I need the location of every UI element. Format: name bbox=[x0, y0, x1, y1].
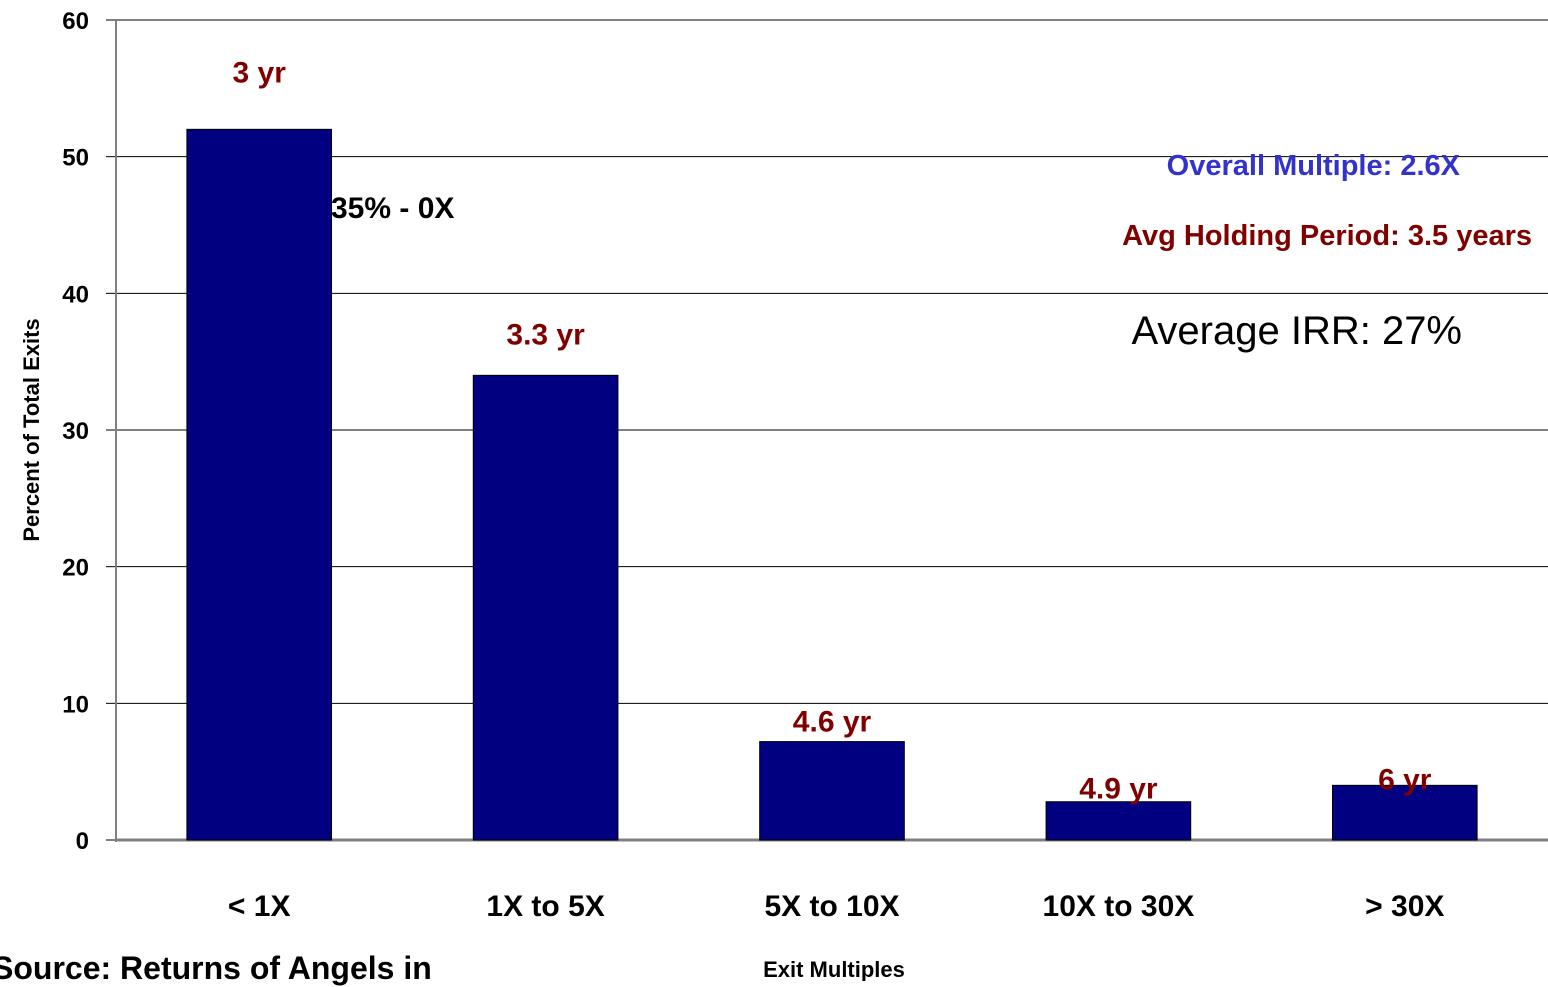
x-tick-labels: < 1X 1X to 5X 5X to 10X 10X to 30X > 30X bbox=[228, 890, 1444, 923]
bar-4 bbox=[1331, 784, 1478, 841]
y-tick-label-0: 0 bbox=[76, 828, 89, 855]
bar-label-2: 4.6 yr bbox=[793, 706, 872, 739]
average-irr-annotation: Average IRR: 27% bbox=[1131, 309, 1462, 353]
y-axis-label: Percent of Total Exits bbox=[19, 318, 44, 541]
y-tick-label-10: 10 bbox=[62, 691, 89, 718]
bars bbox=[186, 128, 1478, 841]
y-tick-label-30: 30 bbox=[62, 418, 89, 445]
bar-label-0: 3 yr bbox=[233, 56, 287, 89]
holding-period-annotation: Avg Holding Period: 3.5 years bbox=[1122, 220, 1532, 252]
bar-label-3: 4.9 yr bbox=[1079, 773, 1158, 806]
x-tick-label-3: 10X to 30X bbox=[1043, 890, 1195, 923]
overall-multiple-annotation: Overall Multiple: 2.6X bbox=[1167, 150, 1461, 182]
first-bar-note: 35% - 0X bbox=[331, 192, 454, 225]
x-axis-label: Exit Multiples bbox=[763, 957, 905, 981]
bar-3 bbox=[1045, 801, 1192, 841]
y-tick-label-60: 60 bbox=[62, 8, 89, 35]
y-tick-label-20: 20 bbox=[62, 555, 89, 582]
source-note: Source: Returns of Angels in bbox=[0, 950, 432, 986]
x-tick-label-0: < 1X bbox=[228, 890, 291, 923]
x-tick-label-1: 1X to 5X bbox=[486, 890, 604, 923]
bar-labels: 3 yr 3.3 yr 4.6 yr 4.9 yr 6 yr bbox=[233, 56, 1432, 805]
bar-0 bbox=[186, 128, 333, 841]
y-tick-label-40: 40 bbox=[62, 281, 89, 308]
bar-2 bbox=[759, 741, 905, 841]
bar-1 bbox=[472, 374, 619, 841]
y-axis: 0 10 20 30 40 50 60 bbox=[62, 8, 117, 855]
bar-label-4: 6 yr bbox=[1378, 763, 1432, 796]
x-tick-label-2: 5X to 10X bbox=[764, 890, 899, 923]
bar-label-1: 3.3 yr bbox=[506, 318, 585, 351]
x-tick-label-4: > 30X bbox=[1365, 890, 1444, 923]
y-tick-label-50: 50 bbox=[62, 145, 89, 172]
